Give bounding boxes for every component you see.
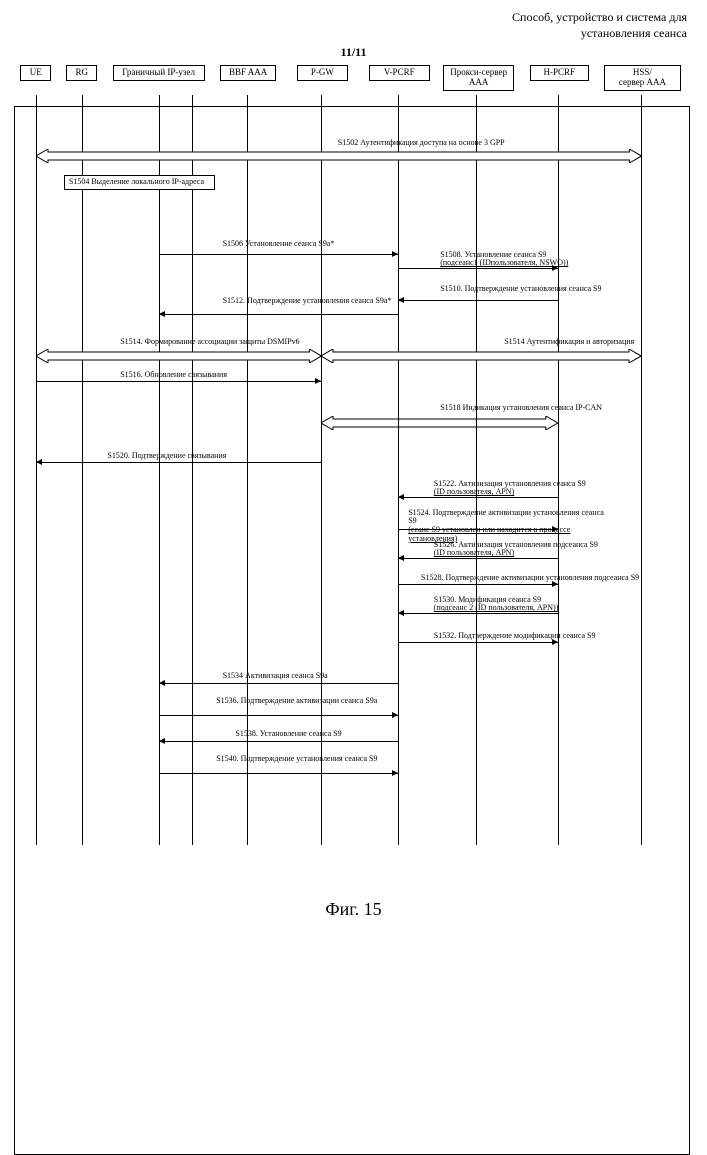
message-label: S1528. Подтверждение активизации установ…: [421, 573, 639, 582]
lifeline-6: [476, 95, 477, 845]
actor-1: RG: [66, 65, 97, 81]
message-label: S1526. Активизация установления подсеанс…: [434, 541, 634, 559]
actor-5: V-PCRF: [369, 65, 430, 81]
lifeline-7: [558, 95, 559, 845]
actor-4: P-GW: [297, 65, 348, 81]
message-label: S1506 Установление сеанса S9a*: [223, 239, 335, 248]
message-label: S1538. Установление сеанса S9: [235, 729, 341, 738]
doc-header: Способ, устройство и система для установ…: [512, 10, 687, 41]
sequence-diagram: UE RG Граничный IP-узел BBF AAA P-GW V-PCRF Пр…: [5, 65, 702, 845]
message-label: S1536. Подтверждение активизации сеанса …: [216, 697, 416, 706]
message-label: S1540. Подтверждение установления сеанса…: [216, 755, 416, 764]
message-label: S1514. Формирование ассоциации защиты DS…: [120, 338, 320, 347]
message-label: S1510. Подтверждение установления сеанса…: [440, 285, 640, 294]
message-label: S1514 Аутентификация и авторизация: [504, 338, 704, 347]
lifeline-0: [36, 95, 37, 845]
header-line1: Способ, устройство и система для: [512, 10, 687, 24]
message-label: S1502 Аутентификация доступа на основе 3…: [338, 138, 505, 147]
actor-8: HSS/сервер AAA: [604, 65, 681, 91]
lifeline-5: [398, 95, 399, 845]
actor-0: UE: [20, 65, 51, 81]
message-label: S1512. Подтверждение установления сеанса…: [223, 297, 423, 306]
page-number: 11/11: [340, 45, 366, 60]
actor-6: Прокси-сервер AAA: [443, 65, 515, 91]
header-line2: установления сеанса: [581, 26, 687, 40]
message-label: S1508. Установление сеанса S9 (подсеанс1…: [440, 251, 640, 269]
lifeline-2: [159, 95, 160, 845]
actor-3: BBF AAA: [220, 65, 276, 81]
message-label: S1534 Активизация сеанса S9a: [223, 671, 328, 680]
figure-caption: Фиг. 15: [325, 899, 381, 920]
lifeline-9: [192, 95, 193, 845]
lifeline-8: [641, 95, 642, 845]
lifeline-1: [82, 95, 83, 845]
message-label: S1532. Подтверждение модификации сеанса …: [434, 631, 596, 640]
message-label: S1516. Обновление связывания: [120, 370, 227, 379]
actor-2: Граничный IP-узел: [113, 65, 205, 81]
message-label: S1520. Подтверждение связывания: [107, 451, 226, 460]
message-label: S1530. Модификация сеанса S9 (подсеанс 2…: [434, 596, 634, 614]
actor-7: H-PCRF: [530, 65, 589, 81]
message-label: S1524. Подтверждение активизации установ…: [408, 509, 608, 544]
message-label: S1518 Индикация установления сеанса IP-C…: [440, 404, 640, 413]
process-box-1: S1504 Выделение локального IP-адреса: [64, 175, 215, 190]
message-label: S1522. Активизация установления сеанса S…: [434, 480, 634, 498]
